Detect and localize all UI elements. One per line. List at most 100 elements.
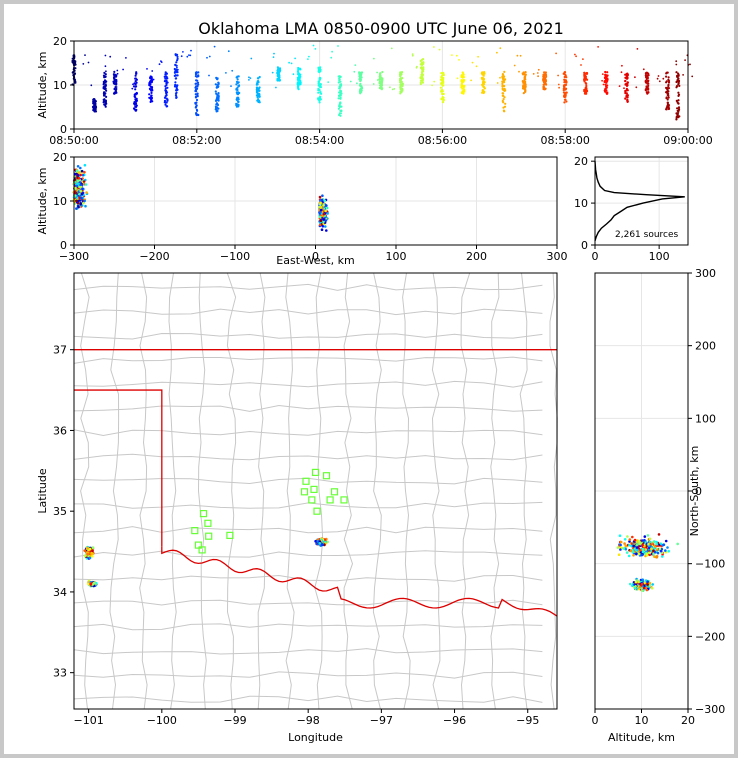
source-point	[664, 539, 668, 543]
source-point	[557, 83, 560, 86]
chart-title: Oklahoma LMA 0850-0900 UTC June 06, 2021	[198, 19, 564, 38]
source-point	[89, 582, 93, 586]
source-point	[132, 85, 136, 88]
source-point	[563, 87, 566, 90]
source-point	[115, 80, 118, 83]
x-axis-label: Longitude	[288, 731, 343, 744]
source-point	[648, 540, 652, 544]
source-point	[641, 589, 644, 593]
time-tick-label: 09:00:00	[663, 134, 712, 147]
source-point	[358, 72, 361, 75]
source-point	[298, 75, 301, 78]
source-point	[635, 552, 638, 555]
source-point	[195, 113, 198, 117]
source-point	[628, 582, 632, 586]
source-point	[399, 83, 402, 86]
source-point	[250, 57, 253, 60]
source-point	[214, 90, 217, 93]
source-point	[195, 98, 199, 102]
source-point	[584, 75, 588, 78]
county-line	[197, 272, 207, 710]
county-line	[139, 272, 148, 710]
source-point	[584, 92, 587, 95]
source-point	[257, 98, 260, 101]
source-point	[339, 114, 342, 117]
county-line	[73, 623, 543, 631]
source-point	[249, 77, 252, 79]
source-point	[176, 59, 179, 62]
source-point	[278, 67, 281, 70]
source-point	[88, 556, 92, 560]
source-point	[442, 73, 445, 77]
source-point	[78, 185, 81, 189]
source-point	[544, 82, 547, 86]
source-point	[236, 97, 239, 100]
source-point	[318, 96, 321, 99]
source-point	[689, 63, 691, 66]
source-point	[150, 86, 154, 89]
source-point	[146, 68, 148, 70]
source-point	[627, 554, 631, 558]
source-point	[317, 84, 320, 87]
source-point	[667, 76, 670, 79]
source-point	[431, 84, 433, 87]
source-point	[666, 92, 669, 95]
source-point	[502, 78, 505, 81]
source-point	[132, 107, 136, 110]
source-point	[196, 92, 199, 95]
source-point	[646, 82, 649, 85]
latitude-tick-label: 33	[53, 667, 67, 680]
source-point	[76, 165, 80, 168]
source-point	[675, 71, 678, 74]
longitude-tick-label: −96	[443, 714, 466, 727]
longitude-tick-label: −101	[74, 714, 104, 727]
source-point	[678, 84, 681, 87]
source-point	[112, 92, 116, 95]
source-point	[389, 86, 391, 89]
source-point	[624, 97, 627, 100]
latitude-tick-label: 37	[53, 344, 67, 357]
station-marker	[308, 496, 316, 504]
source-point	[81, 187, 84, 190]
source-point	[356, 82, 358, 85]
source-point	[104, 102, 108, 105]
source-point	[456, 77, 459, 80]
source-point	[176, 55, 179, 59]
time-tick-label: 08:50:00	[49, 134, 98, 147]
source-point	[174, 64, 177, 67]
ns-tick-label: −100	[695, 558, 725, 571]
source-point	[308, 55, 310, 58]
source-point	[645, 88, 648, 91]
source-point	[460, 74, 464, 77]
source-point	[605, 91, 608, 94]
source-point	[624, 80, 627, 83]
source-point	[677, 108, 681, 111]
source-point	[626, 89, 629, 92]
station-marker	[302, 477, 310, 485]
source-point	[230, 85, 232, 87]
source-point	[175, 61, 178, 64]
source-point	[338, 77, 341, 80]
source-point	[258, 99, 261, 102]
source-point	[322, 220, 325, 223]
source-point	[320, 228, 324, 231]
source-point	[79, 190, 83, 193]
source-point	[654, 545, 657, 548]
source-point	[326, 540, 329, 544]
source-point	[150, 91, 153, 94]
source-point	[319, 211, 322, 214]
source-point	[318, 98, 321, 101]
source-point	[91, 546, 95, 550]
source-point	[440, 90, 443, 93]
source-point	[337, 97, 340, 100]
source-point	[380, 80, 383, 83]
time-tick-label: 08:56:00	[418, 134, 467, 147]
source-point	[643, 538, 646, 542]
source-point	[557, 74, 559, 77]
source-point	[319, 215, 322, 219]
source-point	[438, 48, 441, 51]
station-marker	[205, 532, 213, 540]
altitude-tick-label: 10	[635, 714, 649, 727]
source-point	[635, 86, 638, 89]
source-point	[441, 96, 444, 99]
